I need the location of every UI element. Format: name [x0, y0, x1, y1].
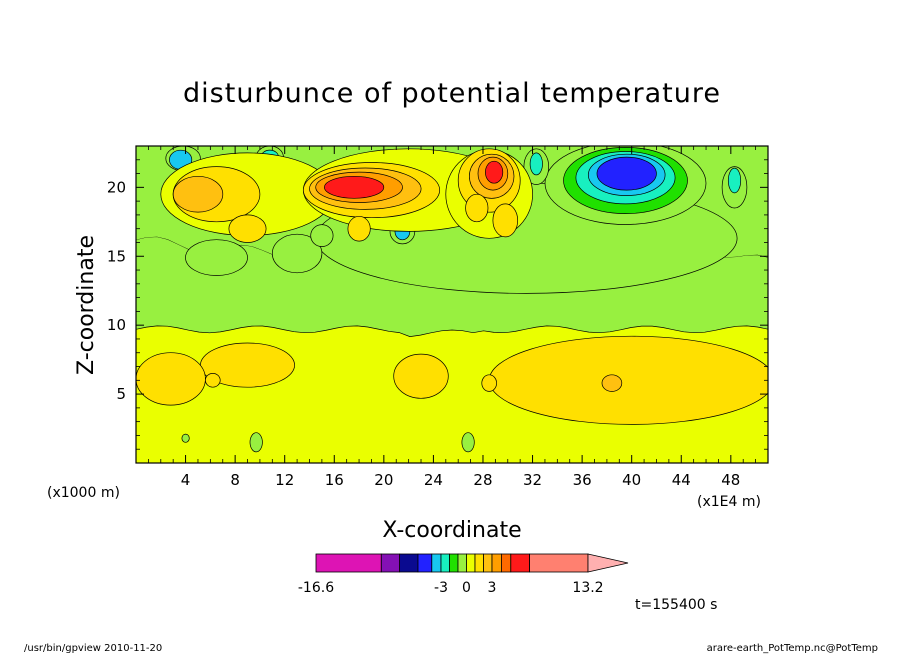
contour-region [596, 156, 657, 191]
x-tick-label: 8 [230, 471, 240, 489]
colorbar-swatch [417, 553, 433, 573]
colorbar-swatch [466, 553, 476, 573]
contour-region [488, 335, 768, 425]
contour-region [249, 432, 263, 453]
x-tick-label: 16 [325, 471, 344, 489]
contour-region [481, 374, 497, 392]
y-axis-ticks: 5 10 15 20 [107, 159, 768, 450]
contour-region [601, 374, 623, 392]
colorbar-tick-label: -3 [434, 580, 448, 596]
y-tick-label: 5 [116, 385, 126, 403]
y-unit-label: (x1000 m) [47, 485, 120, 501]
contour-region [529, 152, 543, 176]
colorbar-swatch [315, 553, 382, 573]
footer-left: /usr/bin/gpview 2010-11-20 [24, 643, 162, 654]
colorbar-swatch [431, 553, 442, 573]
y-axis-title: Z-coordinate [74, 235, 99, 375]
colorbar-swatch [380, 553, 401, 573]
x-unit-label: (x1E4 m) [697, 494, 761, 510]
x-tick-label: 48 [721, 471, 740, 489]
contour-region [136, 352, 206, 406]
colorbar-swatch [500, 553, 512, 573]
colorbar-tick-label: 0 [462, 580, 471, 596]
x-tick-label: 40 [622, 471, 641, 489]
colorbar-swatch [440, 553, 450, 573]
colorbar-swatch [449, 553, 459, 573]
x-tick-label: 24 [424, 471, 443, 489]
contour-region [461, 432, 475, 453]
y-tick-label: 15 [107, 247, 126, 265]
x-tick-label: 28 [473, 471, 492, 489]
contour-region [485, 160, 504, 184]
colorbar-extend-arrow [587, 553, 629, 573]
contour-region [181, 433, 190, 443]
x-tick-label: 12 [275, 471, 294, 489]
contour-region [271, 233, 323, 274]
contour-region [393, 353, 449, 399]
contour-region [347, 215, 371, 242]
contour-region [492, 203, 519, 238]
contour-region [172, 175, 224, 213]
y-tick-label: 10 [107, 316, 126, 334]
x-tick-label: 20 [374, 471, 393, 489]
contour-region [310, 224, 334, 247]
colorbar-swatch [457, 553, 467, 573]
footer-right: arare-earth_PotTemp.nc@PotTemp [707, 643, 878, 654]
time-label: t=155400 s [635, 597, 717, 613]
x-axis-title: X-coordinate [382, 518, 521, 543]
plot-frame [135, 145, 769, 464]
contour-region [205, 373, 221, 388]
contour-region [228, 214, 267, 243]
chart-title: disturbunce of potential temperature [183, 78, 721, 109]
colorbar-swatch [510, 553, 530, 573]
x-tick-label: 36 [573, 471, 592, 489]
colorbar [315, 553, 629, 573]
colorbar-tick-label: -16.6 [298, 580, 334, 596]
x-tick-label: 44 [672, 471, 691, 489]
contour-region [727, 167, 742, 194]
colorbar-swatch [483, 553, 493, 573]
colorbar-ticks: -16.6 -3 0 3 13.2 [298, 580, 604, 596]
colorbar-swatch [399, 553, 419, 573]
y-tick-label: 20 [107, 178, 126, 196]
contour-region [465, 193, 489, 223]
colorbar-swatch [474, 553, 484, 573]
x-tick-label: 32 [523, 471, 542, 489]
plot-area [135, 145, 769, 464]
x-tick-label: 4 [181, 471, 191, 489]
contour-region [324, 175, 385, 199]
contour-field [136, 146, 768, 453]
contour-region [185, 239, 248, 276]
colorbar-tick-label: 13.2 [572, 580, 603, 596]
colorbar-swatch [529, 553, 589, 573]
colorbar-tick-label: 3 [488, 580, 497, 596]
x-axis-ticks: 4 8 12 16 20 24 28 32 36 40 44 48 [147, 146, 757, 489]
colorbar-swatch [491, 553, 502, 573]
